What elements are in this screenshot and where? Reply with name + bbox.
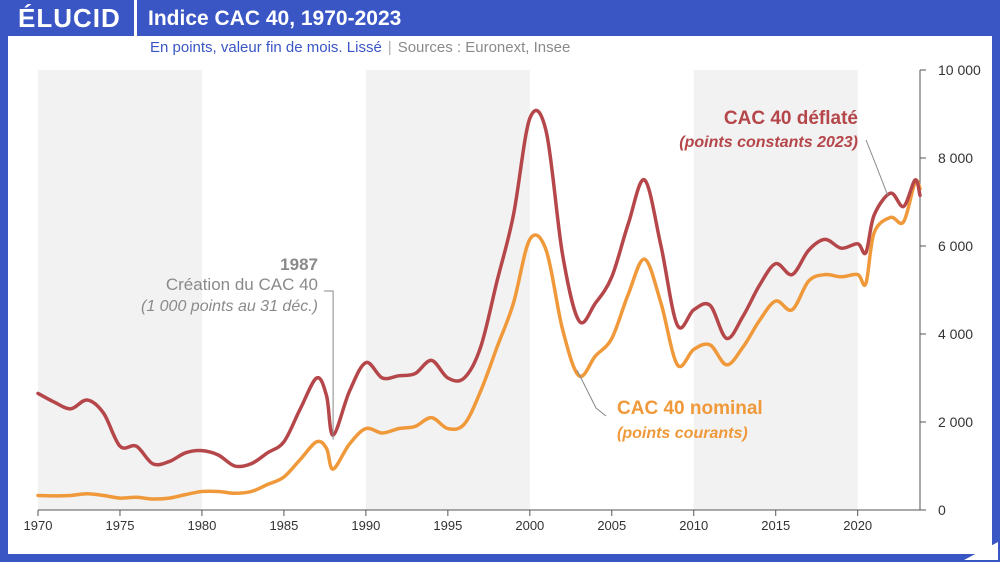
series-lines	[36, 108, 922, 501]
series-label-nominal: CAC 40 nominal	[617, 398, 763, 419]
annotations: CAC 40 déflaté (points constants 2023) CAC…	[141, 108, 889, 442]
subtitle-units: En points, valeur fin de mois. Lissé	[150, 39, 382, 56]
y-tick-label: 6 000	[938, 238, 973, 254]
header-bar: ÉLUCID Indice CAC 40, 1970-2023	[0, 0, 1000, 36]
series-line-nominal	[36, 179, 922, 501]
annotation-year: 1987	[280, 255, 318, 274]
y-tick-label: 0	[938, 502, 946, 518]
series-sublabel-nominal: (points courants)	[617, 425, 748, 442]
series-line-deflated	[36, 108, 922, 469]
logo-separator	[134, 0, 137, 36]
brand-logo[interactable]: ÉLUCID	[18, 3, 121, 33]
annotation-line1: Création du CAC 40	[166, 275, 318, 294]
chart-subtitle: En points, valeur fin de mois. Lissé | Sou…	[150, 38, 570, 58]
chart-title: Indice CAC 40, 1970-2023	[148, 7, 402, 30]
x-tick-label: 1995	[433, 518, 462, 533]
x-tick-label: 2010	[679, 518, 708, 533]
leader-line-nominal	[576, 369, 607, 417]
x-tick-label: 1970	[24, 518, 53, 533]
annotation-line2: (1 000 points au 31 déc.)	[141, 298, 318, 315]
x-tick-label: 2000	[515, 518, 544, 533]
y-tick-label: 2 000	[938, 414, 973, 430]
y-tick-label: 8 000	[938, 150, 973, 166]
decade-band	[693, 70, 858, 510]
footer-url[interactable]: www.elucid.media	[863, 541, 944, 552]
axes: 1970 1975 1980 1985 1990 1995 2000 2005 2010 2015…	[24, 62, 981, 533]
x-tick-label: 2015	[761, 518, 790, 533]
series-label-deflated: CAC 40 déflaté	[724, 108, 858, 129]
decade-bands	[38, 70, 858, 510]
brand-corner-icon	[964, 542, 998, 560]
x-tick-label: 2020	[843, 518, 872, 533]
x-tick-label: 1990	[351, 518, 380, 533]
leader-line-deflated	[865, 139, 889, 197]
y-tick-label: 4 000	[938, 326, 973, 342]
y-tick-label: 10 000	[938, 62, 981, 78]
series-sublabel-deflated: (points constants 2023)	[679, 134, 858, 151]
x-tick-label: 2005	[597, 518, 626, 533]
subtitle-sources: Sources : Euronext, Insee	[397, 39, 571, 56]
decade-band	[38, 70, 202, 510]
x-tick-label: 1985	[269, 518, 298, 533]
x-tick-label: 1980	[187, 518, 216, 533]
x-tick-label: 1975	[106, 518, 135, 533]
annotation-leader-line	[324, 290, 334, 440]
subtitle-separator: |	[387, 39, 392, 56]
decade-band	[365, 70, 530, 510]
